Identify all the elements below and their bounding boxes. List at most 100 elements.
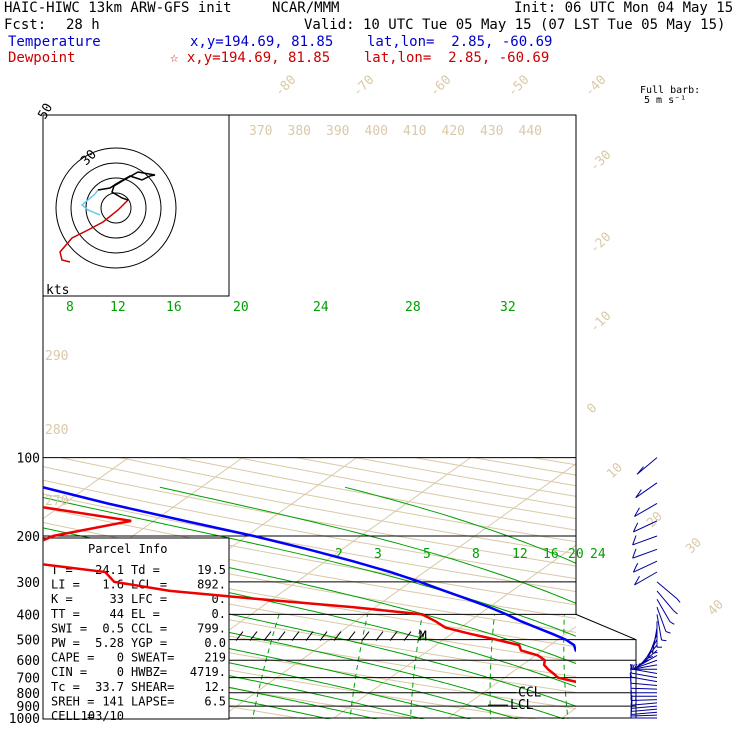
hatch-mark <box>305 631 314 641</box>
hatch-mark <box>347 631 356 641</box>
pressure-tick-label: 600 <box>17 654 40 669</box>
moist-adiabat-line <box>43 527 576 665</box>
isotherm-label: -30 <box>587 148 614 175</box>
parcel-info-value: 33.7 <box>95 680 124 694</box>
isotherm-line <box>219 463 576 719</box>
moist-adiabat-line <box>43 610 519 719</box>
wind-barb <box>630 664 658 670</box>
barb-key-units: 5 m s⁻¹ <box>644 95 687 106</box>
parcel-info-value: 799. <box>197 621 226 635</box>
parcel-info-key: CELL = <box>51 709 94 723</box>
hatch-mark <box>235 631 244 641</box>
temperature-location: x,y=194.69, 81.85 lat,lon= 2.85, -60.69 <box>190 34 553 50</box>
isotherm-line <box>43 457 129 520</box>
isotherm-label: 20 <box>644 509 666 531</box>
forecast-hour: 28 h <box>66 17 100 33</box>
pressure-tick-label: 1000 <box>9 712 40 727</box>
hatch-mark <box>389 631 398 641</box>
isotherm-label: -70 <box>350 73 377 100</box>
isotherm-label: 30 <box>683 535 705 557</box>
mixing-ratio-lower-label: 24 <box>590 547 606 562</box>
isotherm-line <box>676 458 740 718</box>
hodograph-trace-low <box>59 199 129 263</box>
pressure-tick-label: 300 <box>17 576 40 591</box>
dry-adiabat-label: 380 <box>288 124 311 139</box>
parcel-info-key: Td = <box>131 563 160 577</box>
dry-adiabat-line <box>43 493 576 593</box>
parcel-info-key: Tc = <box>51 680 80 694</box>
hatch-mark <box>277 631 286 641</box>
parcel-info-value: 141 <box>102 694 124 708</box>
mixing-ratio-lower-label: 16 <box>543 547 559 562</box>
hatch-mark <box>361 631 370 641</box>
wind-barb <box>656 606 671 634</box>
hodograph-label: 50 <box>35 101 56 122</box>
wind-barbs <box>629 457 681 719</box>
mixing-ratio-label: 28 <box>405 300 421 315</box>
lcl-label: LCL <box>510 698 534 713</box>
mixing-ratio-line <box>673 614 690 723</box>
mixing-ratio-label: 24 <box>313 300 329 315</box>
parcel-info-key: CAPE = <box>51 651 94 665</box>
parcel-info-value: 103/10 <box>81 709 124 723</box>
dewpoint-line <box>43 505 576 684</box>
parcel-info-key: SREH = <box>51 694 94 708</box>
parcel-info-title: Parcel Info <box>88 542 167 556</box>
wind-barb <box>630 672 658 683</box>
parcel-info-value: 1.6 <box>102 578 124 592</box>
dry-adiabat-line <box>43 522 576 619</box>
dry-adiabat-label: 390 <box>326 124 349 139</box>
parcel-info-value: 33 <box>110 592 124 606</box>
isotherm-label: -60 <box>427 73 454 100</box>
parcel-info-key: LFC = <box>131 592 167 606</box>
hatch-mark <box>263 631 272 641</box>
wind-barb <box>652 627 658 654</box>
mixing-ratio-line <box>489 614 495 719</box>
wind-barb <box>629 673 658 686</box>
valid-time: Valid: 10 UTC Tue 05 May 15 (07 LST Tue … <box>304 17 726 33</box>
parcel-info-value: 24.1 <box>95 563 124 577</box>
parcel-info-value: 219 <box>204 651 226 665</box>
dry-adiabat-side-label: 270 <box>45 494 68 509</box>
dry-adiabat-line <box>43 583 576 678</box>
isotherm-label: -80 <box>272 73 299 100</box>
dry-adiabat-label: 440 <box>519 124 542 139</box>
parcel-info-key: SWEAT= <box>131 651 174 665</box>
mixing-ratio-label: 12 <box>110 300 126 315</box>
parcel-info-value: 4719. <box>190 665 226 679</box>
dry-adiabat-label: 410 <box>403 124 426 139</box>
parcel-info-key: LAPSE= <box>131 694 174 708</box>
forecast-label: Fcst: <box>4 17 47 33</box>
parcel-info-key: SWI = <box>51 621 87 635</box>
isotherm-line <box>447 625 576 719</box>
parcel-info-key: LI = <box>51 578 80 592</box>
pressure-tick-label: 200 <box>17 530 40 545</box>
parcel-info-value: 0. <box>212 607 226 621</box>
isotherm-label: -20 <box>587 230 614 257</box>
wind-barb <box>656 621 662 648</box>
isotherm-label: 0 <box>584 401 600 417</box>
isotherm-label: 40 <box>705 597 727 619</box>
mixing-ratio-line <box>563 614 569 719</box>
wind-barb <box>632 560 658 573</box>
ccl-label: CCL <box>518 686 542 701</box>
isotherm-label: -10 <box>587 309 614 336</box>
mixing-ratio-lower-label: 12 <box>512 547 528 562</box>
melting-level-label: M <box>419 630 427 645</box>
mixing-ratio-line <box>410 614 423 719</box>
mixing-ratio-lower-label: 20 <box>568 547 584 562</box>
temperature-line <box>43 486 576 653</box>
hodograph-axis-label: kts <box>46 283 69 298</box>
moist-adiabat-line <box>43 624 472 719</box>
mixing-ratio-line <box>710 614 732 723</box>
wind-barb <box>632 520 658 533</box>
wind-barb <box>630 690 658 701</box>
wind-barb <box>632 535 658 546</box>
wind-barb <box>639 644 658 666</box>
isotherm-label: -40 <box>582 73 609 100</box>
hodograph-trace-mid <box>80 189 101 216</box>
